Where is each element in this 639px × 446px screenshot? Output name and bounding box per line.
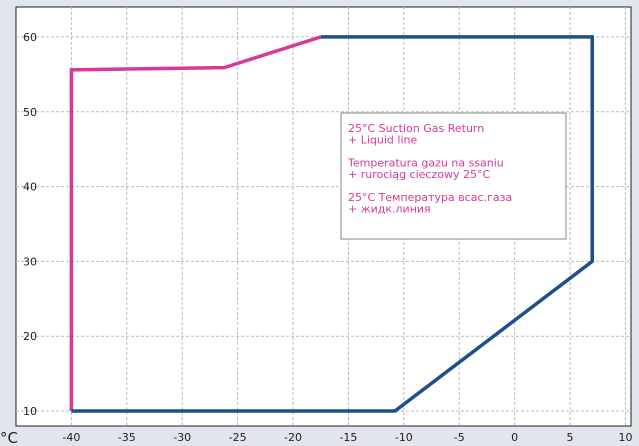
x-tick-label: -20: [284, 431, 302, 444]
y-tick-label: 40: [23, 181, 37, 194]
annotation-line: 25°C Suction Gas Return: [348, 122, 484, 135]
annotation-line: Temperatura gazu na ssaniu: [347, 157, 504, 170]
y-tick-label: 60: [23, 31, 37, 44]
x-tick-label: -30: [173, 431, 191, 444]
annotation-line: + жидк.линия: [348, 203, 431, 216]
x-tick-label: 0: [511, 431, 518, 444]
y-tick-label: 50: [23, 106, 37, 119]
x-unit-label: °C: [0, 429, 18, 446]
x-tick-label: 5: [567, 431, 574, 444]
x-tick-label: -35: [118, 431, 136, 444]
y-tick-label: 30: [23, 255, 37, 268]
annotation-line: + rurociąg cieczowy 25°C: [348, 168, 490, 181]
x-tick-label: -5: [454, 431, 465, 444]
series-line-2: [71, 35, 594, 413]
x-tick-labels: -40 -35 -30 -25 -20 -15 -10 -5 0 5 10: [62, 431, 632, 444]
y-tick-labels: 10 20 30 40 50 60: [23, 31, 37, 418]
x-tick-label: -40: [62, 431, 80, 444]
x-tick-label: 10: [618, 431, 632, 444]
y-tick-label: 10: [23, 405, 37, 418]
annotation-box: [340, 112, 567, 240]
y-tick-label: 20: [23, 330, 37, 343]
legend-annotation: 25°C Suction Gas Return+ Liquid line Temp…: [340, 112, 567, 240]
annotation-line: + Liquid line: [348, 134, 417, 147]
annotation-line: 25°C Температура всас.газа: [348, 191, 512, 204]
x-tick-label: -15: [339, 431, 357, 444]
x-tick-label: -10: [395, 431, 413, 444]
series-line-1: [69, 35, 322, 412]
x-tick-label: -25: [229, 431, 247, 444]
series-lines: [69, 35, 594, 413]
